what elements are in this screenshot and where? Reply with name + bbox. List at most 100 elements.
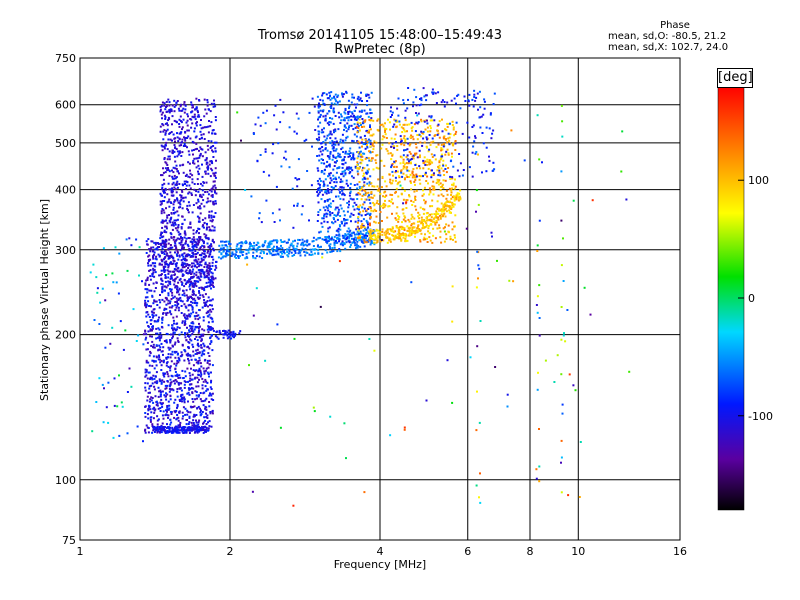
echo-point <box>206 222 208 225</box>
echo-point <box>209 251 212 254</box>
echo-point <box>172 328 174 331</box>
echo-point <box>198 429 201 431</box>
echo-point <box>325 212 328 215</box>
echo-point <box>171 191 174 194</box>
echo-point <box>178 242 181 245</box>
echo-point <box>189 288 192 291</box>
echo-point <box>346 210 349 213</box>
echo-point <box>182 255 185 258</box>
echo-point <box>185 317 188 320</box>
echo-point <box>415 175 418 178</box>
echo-point <box>144 330 147 333</box>
echo-point <box>181 293 184 296</box>
echo-point <box>207 148 210 151</box>
echo-point <box>179 194 182 197</box>
echo-point <box>356 103 359 106</box>
echo-point <box>406 229 409 232</box>
echo-point <box>175 428 178 431</box>
echo-point <box>196 397 198 400</box>
echo-point <box>440 193 443 196</box>
echo-point <box>195 385 198 388</box>
echo-point <box>192 116 195 119</box>
echo-point <box>352 205 355 208</box>
echo-point <box>370 239 372 242</box>
echo-point <box>471 175 474 178</box>
echo-point <box>324 178 327 181</box>
echo-point <box>168 404 171 407</box>
echo-point <box>167 299 170 302</box>
echo-point <box>187 411 190 414</box>
echo-point <box>182 107 185 110</box>
echo-point <box>367 230 370 233</box>
echo-point <box>454 149 457 151</box>
echo-point <box>183 236 186 239</box>
echo-point <box>340 186 343 189</box>
echo-point <box>187 192 190 195</box>
echo-point <box>162 312 164 315</box>
echo-point <box>225 250 228 253</box>
echo-point <box>210 287 212 290</box>
echo-point <box>468 93 471 96</box>
echo-point <box>357 125 360 127</box>
echo-point <box>182 264 185 267</box>
echo-point <box>145 333 148 336</box>
echo-point <box>360 188 363 191</box>
echo-point <box>358 129 361 132</box>
echo-point <box>317 193 320 196</box>
echo-point <box>232 332 235 335</box>
echo-point <box>197 327 200 329</box>
echo-point <box>201 155 204 158</box>
echo-point <box>365 241 368 244</box>
echo-point <box>167 276 170 279</box>
echo-point <box>423 141 426 144</box>
echo-point <box>368 206 371 209</box>
echo-point <box>433 213 436 216</box>
echo-point <box>368 184 370 187</box>
echo-point <box>180 270 183 273</box>
echo-point <box>438 209 441 212</box>
echo-point <box>337 227 340 230</box>
echo-point <box>176 237 179 240</box>
echo-point <box>320 198 323 201</box>
echo-point <box>373 185 376 188</box>
echo-point <box>196 276 199 279</box>
echo-point <box>198 138 201 140</box>
echo-point <box>362 189 365 192</box>
echo-point <box>404 240 407 243</box>
echo-point <box>381 123 384 126</box>
echo-point <box>369 134 372 137</box>
echo-point <box>156 431 159 434</box>
echo-point <box>282 241 285 243</box>
echo-point <box>342 186 345 189</box>
echo-point <box>381 220 383 222</box>
echo-point <box>337 230 340 233</box>
echo-point <box>209 147 212 149</box>
echo-point <box>430 161 433 164</box>
echo-point <box>188 248 190 251</box>
echo-point <box>386 231 389 234</box>
echo-point <box>194 240 197 243</box>
echo-point <box>478 496 480 499</box>
echo-point <box>393 160 396 163</box>
echo-point <box>205 408 208 411</box>
echo-point <box>328 121 331 123</box>
echo-point <box>350 234 353 237</box>
echo-point <box>356 187 359 190</box>
phase-x-stats: mean, sd,X: 102.7, 24.0 <box>608 42 729 53</box>
echo-point <box>195 394 198 397</box>
echo-point <box>183 398 186 401</box>
echo-point <box>206 361 209 364</box>
echo-point <box>192 290 195 293</box>
echo-point <box>155 427 158 429</box>
echo-point <box>149 378 152 381</box>
echo-point <box>345 182 348 185</box>
echo-point <box>406 154 409 157</box>
echo-point <box>192 415 195 418</box>
echo-point <box>366 182 369 185</box>
echo-point <box>334 137 337 140</box>
echo-point <box>184 321 186 324</box>
echo-point <box>293 204 295 207</box>
echo-point <box>198 167 201 170</box>
echo-point <box>223 329 225 332</box>
echo-point <box>186 281 189 284</box>
